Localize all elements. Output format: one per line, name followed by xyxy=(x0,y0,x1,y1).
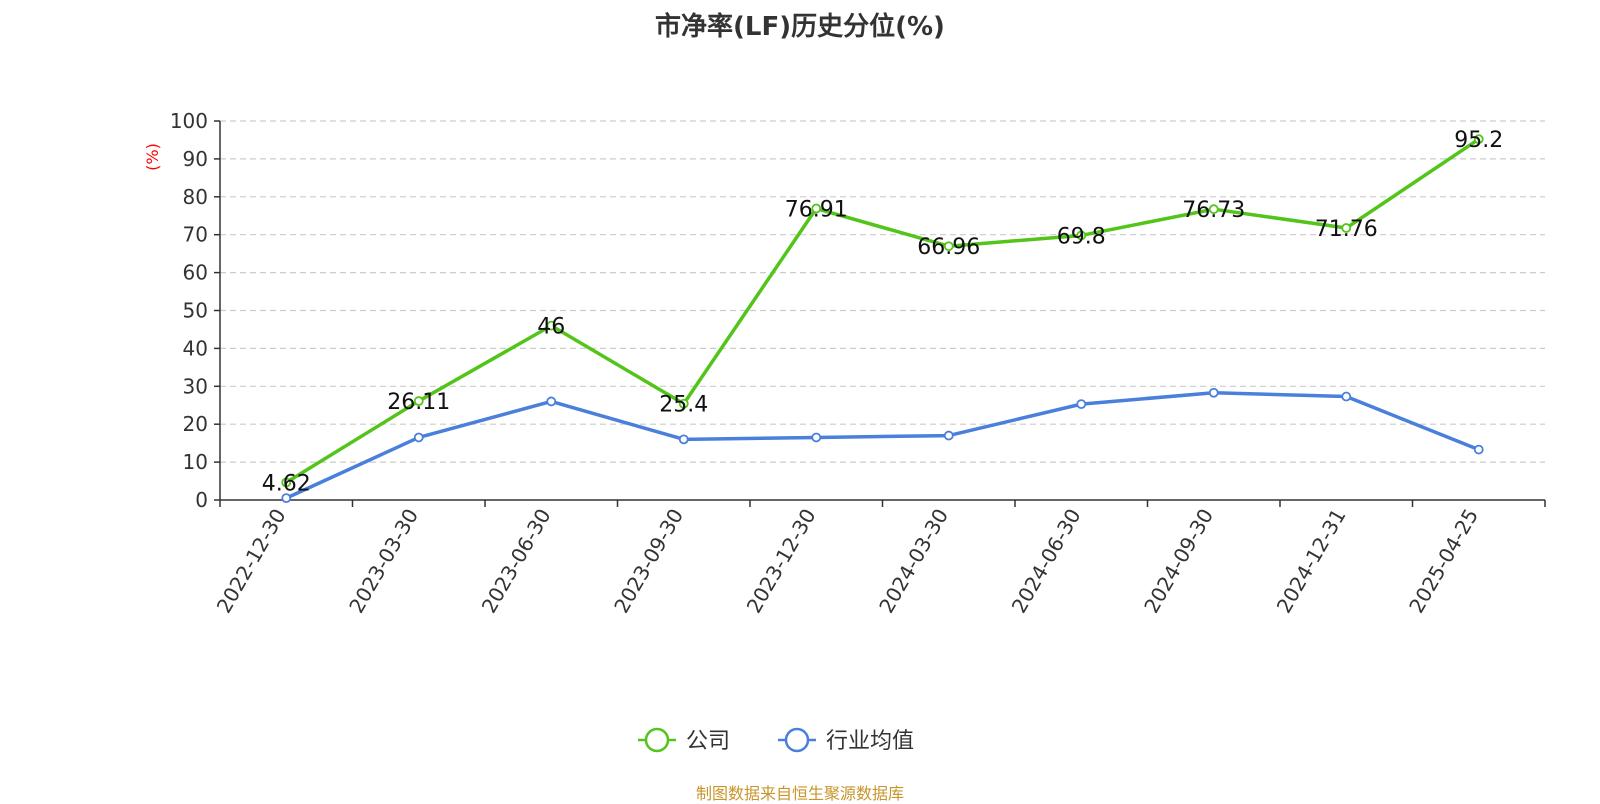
source-note: 制图数据来自恒生聚源数据库 xyxy=(695,784,904,803)
data-label: 76.91 xyxy=(785,198,848,223)
series-line-0 xyxy=(285,137,1480,484)
y-tick-label: 90 xyxy=(183,147,208,171)
x-tick-label: 2023-06-30 xyxy=(477,505,556,618)
y-tick-label: 40 xyxy=(183,336,208,360)
chart-title: 市净率(LF)历史分位(%) xyxy=(655,12,945,42)
data-label: 71.76 xyxy=(1315,217,1378,242)
y-tick-label: 60 xyxy=(183,261,208,285)
data-point[interactable] xyxy=(1341,391,1352,402)
x-tick-label: 2024-12-31 xyxy=(1272,505,1351,618)
legend[interactable]: 公司 行业均值 xyxy=(638,727,914,754)
data-point[interactable] xyxy=(1473,134,1484,145)
x-tick-label: 2024-03-30 xyxy=(874,505,953,618)
x-tick-label: 2024-09-30 xyxy=(1139,505,1218,618)
y-tick-label: 80 xyxy=(183,185,208,209)
legend-marker xyxy=(784,727,810,753)
axes: 0 10 20 30 40 50 60 70 80 90 100 2022-12-30 2023-03-… xyxy=(143,109,1546,618)
data-label: 4.62 xyxy=(262,471,311,496)
series-lines xyxy=(281,134,1484,504)
data-point[interactable] xyxy=(678,398,689,409)
data-label: 76.73 xyxy=(1182,198,1245,223)
data-point[interactable] xyxy=(281,493,292,504)
data-point[interactable] xyxy=(1341,223,1352,233)
data-label: 25.4 xyxy=(659,393,708,418)
x-tick-label: 2023-09-30 xyxy=(609,505,688,618)
x-tick-label: 2023-03-30 xyxy=(344,505,423,618)
x-tick-label: 2025-04-25 xyxy=(1404,505,1483,618)
data-point[interactable] xyxy=(943,241,954,252)
data-point[interactable] xyxy=(678,434,689,445)
data-point[interactable] xyxy=(281,477,292,488)
x-tick-label: 2024-06-30 xyxy=(1007,505,1086,618)
legend-label: 行业均值 xyxy=(826,729,914,754)
data-point[interactable] xyxy=(413,396,424,406)
y-tick-label: 50 xyxy=(183,299,208,323)
data-label: 69.8 xyxy=(1057,224,1106,249)
y-axis-label: (%) xyxy=(143,143,162,171)
data-point[interactable] xyxy=(413,432,424,443)
data-point[interactable] xyxy=(811,432,822,443)
data-label: 26.11 xyxy=(387,390,450,415)
data-point[interactable] xyxy=(1076,399,1087,410)
data-point[interactable] xyxy=(1076,230,1087,241)
y-tick-label: 70 xyxy=(183,223,208,247)
legend-label: 公司 xyxy=(686,729,730,754)
y-tick-label: 10 xyxy=(183,450,208,474)
y-tick-label: 20 xyxy=(183,412,208,436)
data-point[interactable] xyxy=(1473,444,1484,455)
grid-lines xyxy=(220,120,1545,463)
legend-marker xyxy=(644,727,670,753)
y-tick-label: 100 xyxy=(170,109,208,133)
data-point[interactable] xyxy=(546,396,557,407)
data-point[interactable] xyxy=(943,430,954,441)
data-label: 95.2 xyxy=(1454,128,1503,153)
data-point[interactable] xyxy=(1208,387,1219,398)
x-tick-label: 2022-12-30 xyxy=(212,505,291,618)
data-label: 66.96 xyxy=(917,235,980,260)
legend-item-0[interactable]: 公司 xyxy=(638,727,730,754)
series-line-1 xyxy=(285,390,1480,500)
y-tick-label: 30 xyxy=(183,374,208,398)
data-point[interactable] xyxy=(546,320,557,331)
legend-item-1[interactable]: 行业均值 xyxy=(778,727,914,754)
data-label: 46 xyxy=(537,315,565,340)
x-tick-label: 2023-12-30 xyxy=(742,505,821,618)
data-point[interactable] xyxy=(1208,204,1219,215)
y-tick-label: 0 xyxy=(195,488,208,512)
data-labels: 4.62 26.11 46 25.4 76.91 66.96 69.8 76.73 71.76 9… xyxy=(262,128,1503,496)
data-point[interactable] xyxy=(811,203,822,214)
